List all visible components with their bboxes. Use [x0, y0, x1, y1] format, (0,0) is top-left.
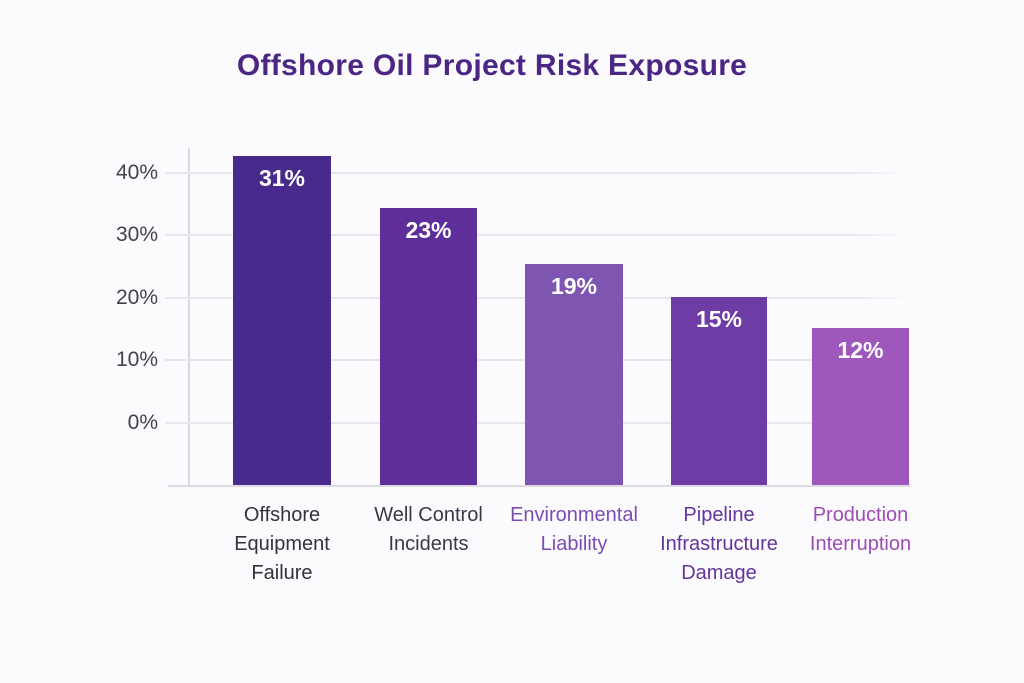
category-label: Pipeline Infrastructure Damage — [634, 501, 804, 588]
gridline — [165, 234, 910, 236]
bar-value-label: 19% — [550, 273, 598, 299]
bar-value-label: 23% — [405, 217, 452, 243]
category-label: Environmental Liability — [489, 501, 659, 559]
category-label: Well Control Incidents — [344, 501, 514, 559]
y-tick-label: 10% — [115, 348, 158, 371]
category-label-line: Environmental — [510, 504, 638, 526]
category-label-line: Production — [812, 504, 909, 526]
bar: 12% — [812, 328, 909, 485]
bar: 15% — [671, 297, 767, 485]
category-label-line: Liability — [540, 533, 608, 555]
chart-title: Offshore Oil Project Risk Exposure — [236, 49, 748, 82]
bar: 23% — [380, 208, 477, 485]
category-label-line: Infrastructure — [660, 533, 778, 555]
category-label-line: Failure — [251, 562, 313, 584]
bar-value-label: 12% — [837, 337, 884, 363]
bar-value-label: 15% — [695, 306, 743, 332]
category-label-line: Incidents — [388, 533, 469, 555]
bar: 19% — [525, 264, 623, 485]
category-label-line: Equipment — [234, 533, 330, 555]
y-tick-label: 40% — [115, 161, 158, 184]
bar: 31% — [233, 156, 331, 485]
y-axis-line — [188, 148, 190, 485]
y-tick-label: 20% — [115, 286, 158, 309]
y-tick-label: 0% — [127, 411, 158, 434]
category-label-line: Interruption — [809, 533, 912, 555]
y-tick-label: 30% — [115, 223, 158, 246]
bar-value-label: 31% — [258, 165, 306, 191]
x-axis-baseline — [168, 485, 910, 487]
category-label-line: Damage — [681, 562, 757, 584]
category-label: Production Interruption — [776, 501, 946, 559]
gridline — [165, 172, 910, 174]
category-label-line: Offshore — [243, 504, 321, 526]
category-label: Offshore Equipment Failure — [197, 501, 367, 588]
category-label-line: Well Control — [374, 504, 483, 526]
category-label-line: Pipeline — [683, 504, 755, 526]
